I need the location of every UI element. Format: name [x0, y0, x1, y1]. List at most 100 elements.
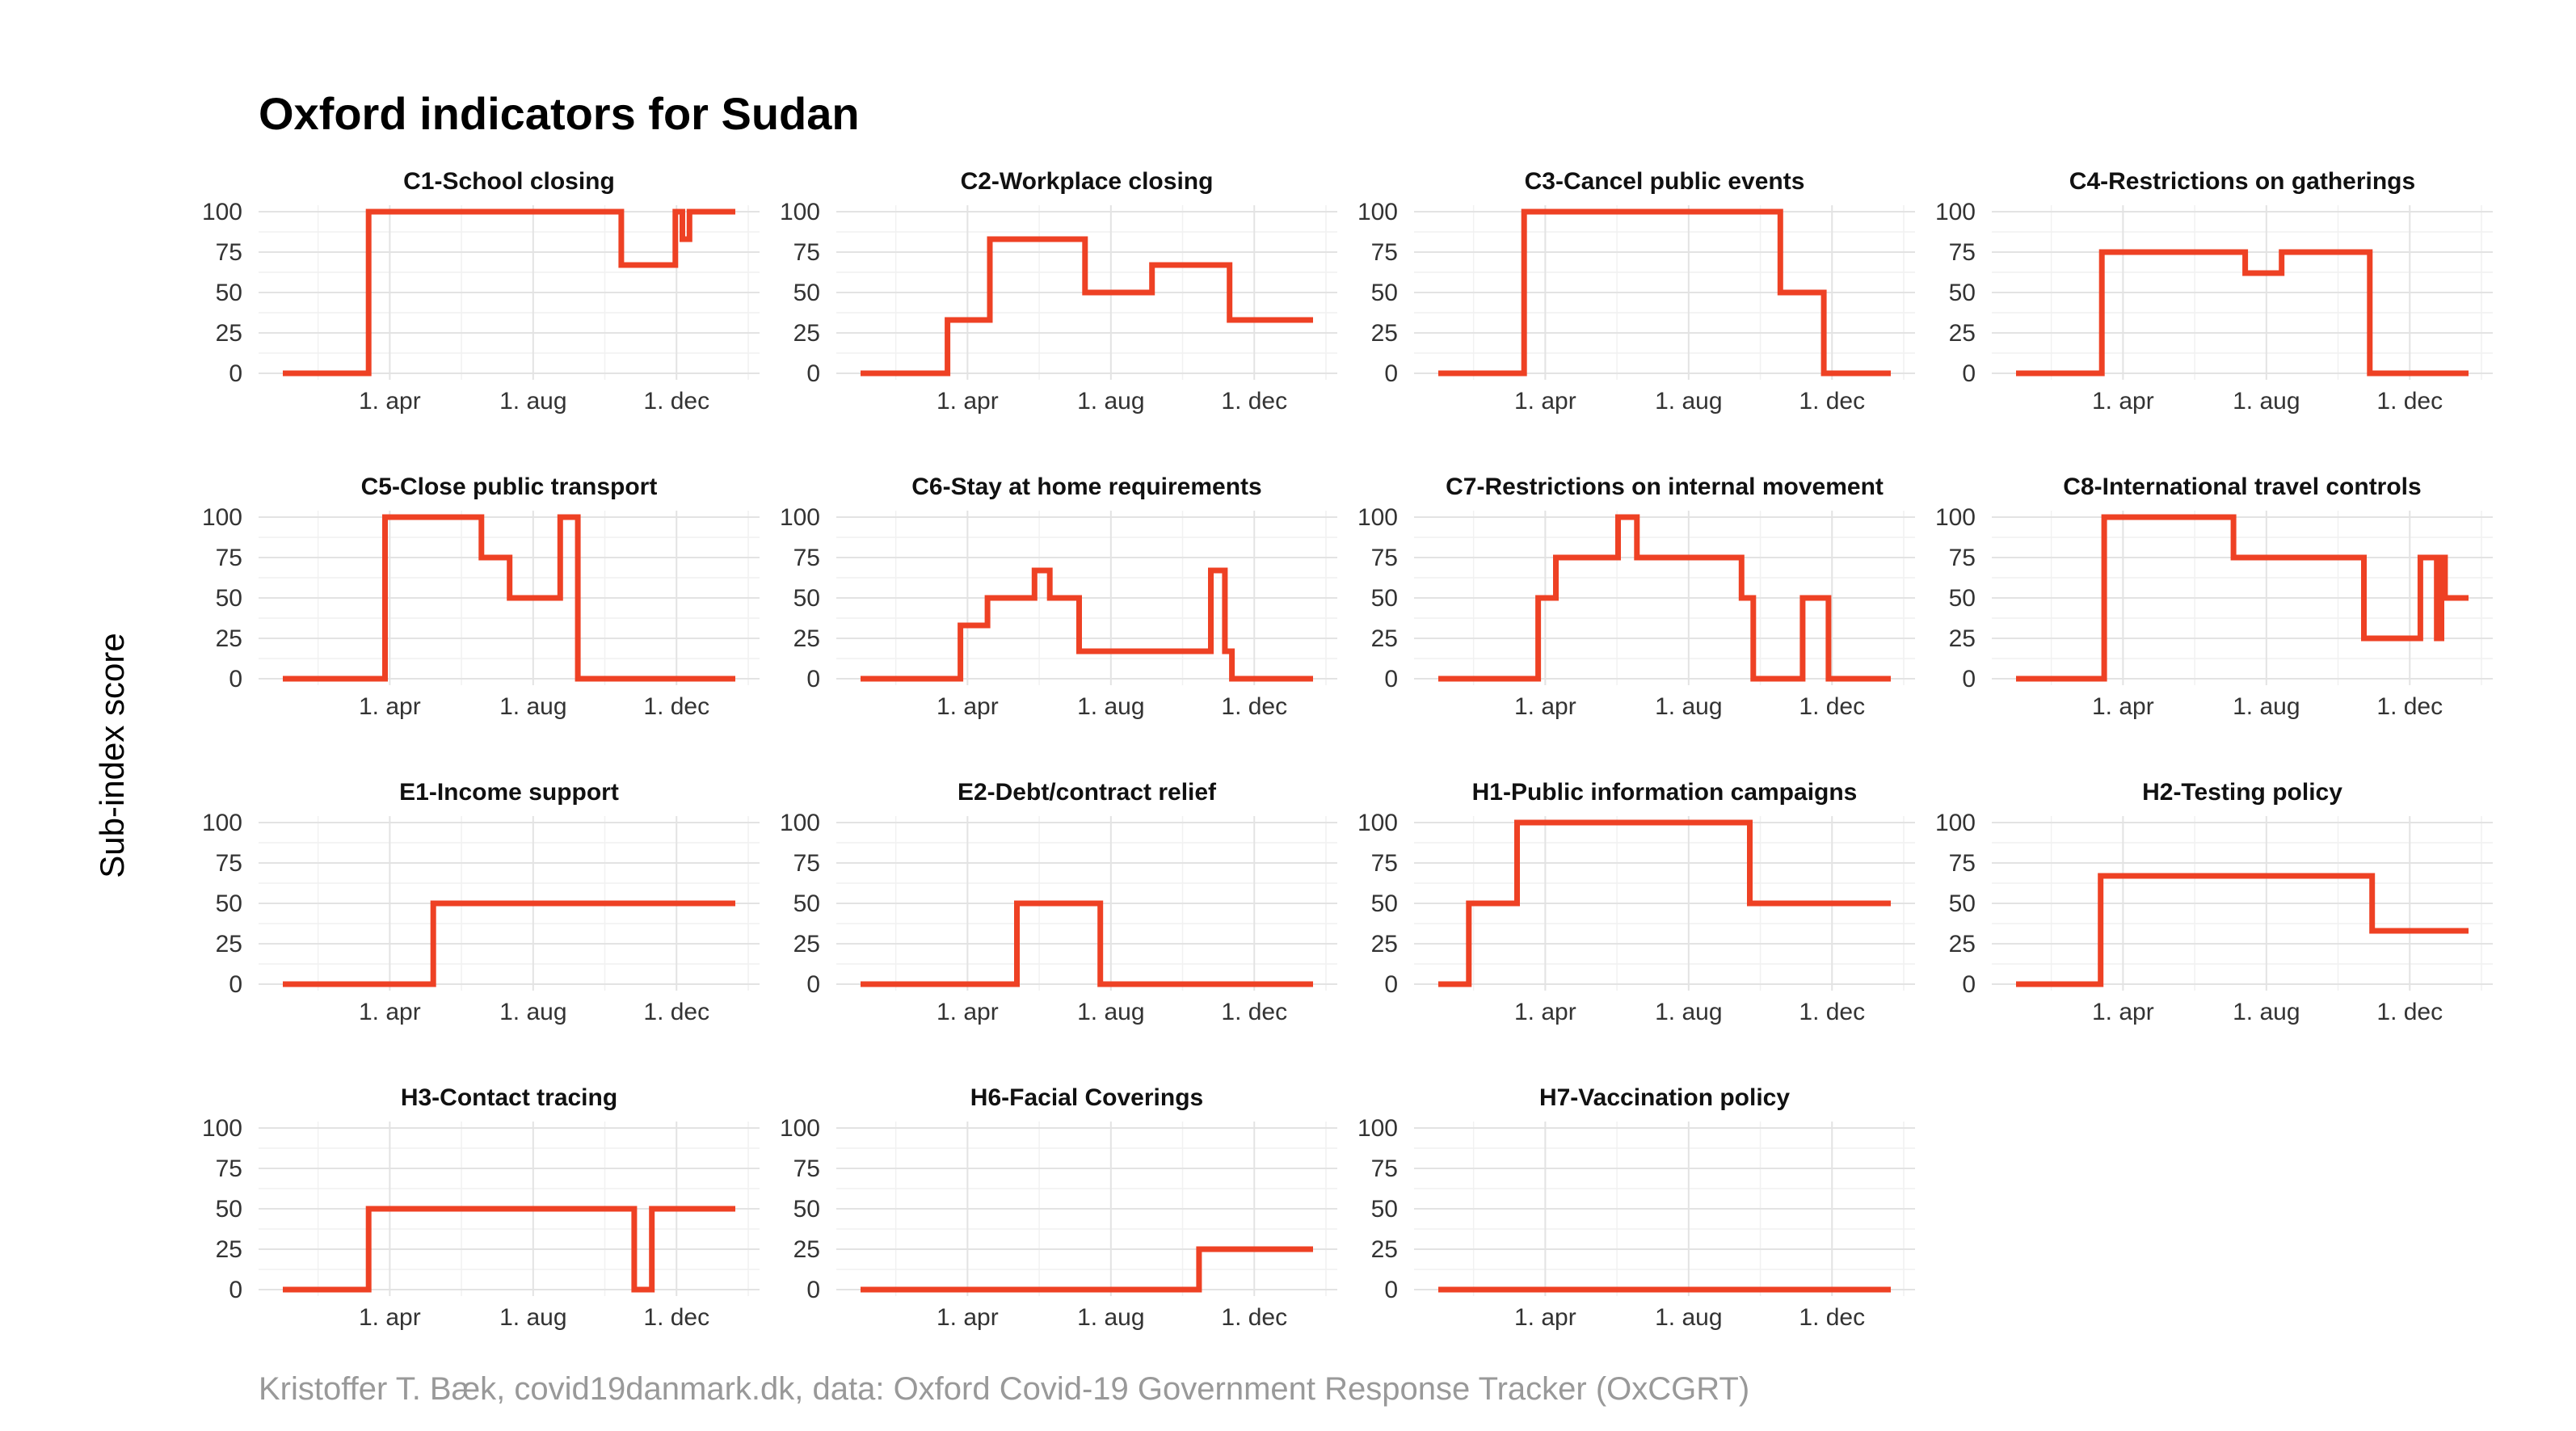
series-line: [2016, 514, 2469, 682]
y-tick-label: 75: [1371, 850, 1398, 877]
x-tick-label: 1. aug: [1655, 388, 1722, 415]
y-tick-label: 25: [216, 931, 242, 958]
y-tick-label: 75: [1949, 850, 1976, 877]
facet-panel: C7-Restrictions on internal movement 0 25 5…: [1357, 473, 1915, 720]
facet-panel: C2-Workplace closing 0 25 50 75 100 1. apr 1. a…: [780, 168, 1337, 415]
x-tick-label: 1. apr: [1514, 693, 1576, 720]
y-tick-label: 50: [793, 585, 820, 612]
x-tick-label: 1. dec: [643, 999, 709, 1025]
x-tick-label: 1. aug: [1077, 999, 1144, 1025]
x-tick-label: 1. apr: [1514, 999, 1576, 1025]
y-tick-label: 100: [1357, 199, 1398, 225]
y-tick-label: 0: [1384, 1277, 1398, 1303]
y-tick-label: 75: [216, 239, 242, 266]
y-tick-label: 0: [806, 666, 820, 692]
y-tick-label: 0: [1384, 971, 1398, 998]
y-tick-label: 50: [1949, 280, 1976, 306]
y-tick-label: 50: [216, 280, 242, 306]
x-tick-label: 1. aug: [2233, 693, 2300, 720]
y-tick-label: 75: [1949, 239, 1976, 266]
panel-title: C6-Stay at home requirements: [911, 473, 1261, 500]
x-tick-label: 1. apr: [1514, 388, 1576, 415]
y-tick-label: 0: [229, 666, 242, 692]
y-tick-label: 100: [202, 504, 242, 531]
panel-title: H2-Testing policy: [2142, 779, 2342, 806]
y-tick-label: 0: [229, 971, 242, 998]
y-tick-label: 25: [793, 320, 820, 347]
y-tick-label: 50: [1371, 1196, 1398, 1223]
y-tick-label: 50: [793, 1196, 820, 1223]
y-tick-label: 100: [1357, 504, 1398, 531]
series-line: [283, 1206, 735, 1293]
panel-title: C1-School closing: [403, 168, 615, 195]
y-tick-label: 100: [780, 810, 820, 836]
series-line: [861, 567, 1313, 682]
y-tick-label: 25: [1949, 625, 1976, 652]
x-tick-label: 1. dec: [643, 1304, 709, 1331]
series-line: [1438, 208, 1891, 377]
x-tick-label: 1. aug: [1077, 1304, 1144, 1331]
x-tick-label: 1. apr: [2092, 693, 2154, 720]
x-tick-label: 1. dec: [1799, 388, 1865, 415]
x-tick-label: 1. apr: [2092, 999, 2154, 1025]
x-tick-label: 1. aug: [499, 999, 566, 1025]
y-tick-label: 25: [793, 1236, 820, 1263]
facet-panel: C1-School closing 0 25 50 75 100 1. apr 1. aug 1…: [202, 168, 760, 415]
y-tick-label: 75: [216, 545, 242, 571]
x-tick-label: 1. dec: [1799, 693, 1865, 720]
y-tick-label: 100: [1935, 810, 1976, 836]
y-tick-label: 50: [216, 890, 242, 917]
y-tick-label: 100: [202, 810, 242, 836]
y-tick-label: 75: [1371, 239, 1398, 266]
panel-title: C8-International travel controls: [2063, 473, 2421, 500]
x-tick-label: 1. apr: [937, 999, 999, 1025]
panel-title: H6-Facial Coverings: [970, 1084, 1203, 1111]
panel-title: C4-Restrictions on gatherings: [2069, 168, 2415, 195]
x-tick-label: 1. dec: [643, 693, 709, 720]
series-line: [861, 236, 1313, 377]
facet-panel: C8-International travel controls 0 25 50 75 1…: [1935, 473, 2493, 720]
x-tick-label: 1. dec: [1221, 1304, 1287, 1331]
x-tick-label: 1. aug: [499, 693, 566, 720]
y-tick-label: 0: [1384, 360, 1398, 387]
x-tick-label: 1. aug: [1655, 693, 1722, 720]
series-line: [1438, 819, 1891, 987]
x-tick-label: 1. aug: [499, 388, 566, 415]
x-tick-label: 1. aug: [2233, 999, 2300, 1025]
facet-panel: H6-Facial Coverings 0 25 50 75 100 1. apr 1. au…: [780, 1084, 1337, 1331]
x-tick-label: 1. apr: [359, 693, 421, 720]
x-tick-label: 1. dec: [1221, 999, 1287, 1025]
y-tick-label: 50: [793, 280, 820, 306]
y-tick-label: 50: [1949, 890, 1976, 917]
series-line: [2016, 249, 2469, 377]
x-tick-label: 1. dec: [2376, 999, 2443, 1025]
y-tick-label: 0: [1962, 666, 1976, 692]
y-tick-label: 25: [793, 931, 820, 958]
y-tick-label: 0: [806, 971, 820, 998]
y-tick-label: 0: [1384, 666, 1398, 692]
series-line: [2016, 873, 2469, 987]
y-tick-label: 0: [1962, 971, 1976, 998]
y-tick-label: 25: [1371, 320, 1398, 347]
y-tick-label: 50: [216, 585, 242, 612]
x-tick-label: 1. apr: [359, 1304, 421, 1331]
x-tick-label: 1. apr: [2092, 388, 2154, 415]
y-tick-label: 100: [202, 1115, 242, 1142]
y-tick-label: 100: [780, 1115, 820, 1142]
y-tick-label: 25: [1949, 320, 1976, 347]
series-line: [283, 208, 735, 377]
y-tick-label: 0: [229, 1277, 242, 1303]
y-tick-label: 50: [1371, 890, 1398, 917]
facet-panel: E1-Income support 0 25 50 75 100 1. apr 1. aug 1…: [202, 779, 760, 1025]
facet-panel: C4-Restrictions on gatherings 0 25 50 75 100 1…: [1935, 168, 2493, 415]
x-tick-label: 1. aug: [1655, 1304, 1722, 1331]
y-tick-label: 100: [780, 504, 820, 531]
x-tick-label: 1. apr: [937, 388, 999, 415]
x-tick-label: 1. aug: [2233, 388, 2300, 415]
y-tick-label: 0: [229, 360, 242, 387]
y-tick-label: 50: [793, 890, 820, 917]
series-line: [283, 900, 735, 987]
x-tick-label: 1. aug: [499, 1304, 566, 1331]
source-caption: Kristoffer T. Bæk, covid19danmark.dk, da…: [259, 1371, 1749, 1407]
